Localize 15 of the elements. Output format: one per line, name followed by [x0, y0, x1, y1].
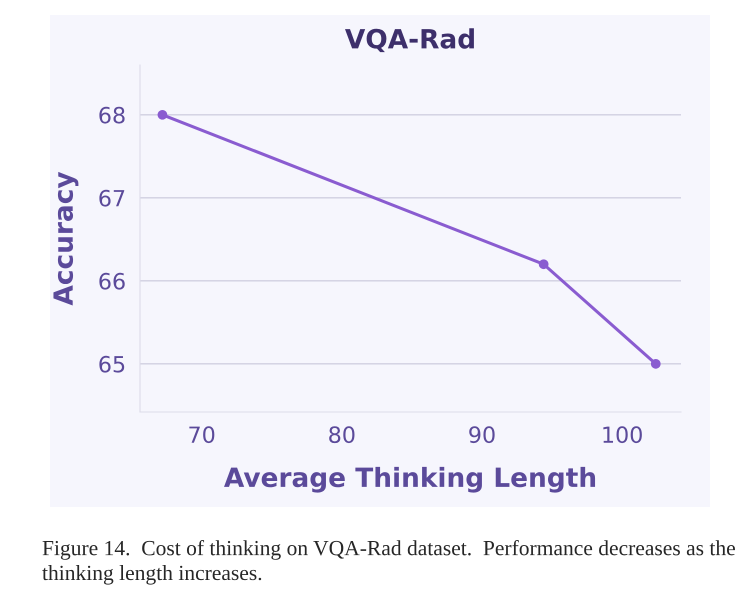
y-tick-label: 68	[99, 106, 125, 124]
y-tick-label: 67	[99, 190, 124, 207]
point	[650, 358, 661, 369]
point	[158, 110, 168, 120]
x-tick-label: 100	[603, 426, 642, 444]
x-axis-title: Average Thinking Length	[224, 466, 596, 493]
y-axis-title: Accuracy	[53, 172, 78, 306]
x-tick-label: 90	[469, 426, 495, 444]
y-tick-label: 66	[99, 272, 125, 290]
chart-title: VQA-Rad	[345, 28, 474, 52]
point	[538, 259, 549, 270]
y-tick-label: 65	[99, 356, 124, 373]
caption: Figure 14. Cost of thinking on VQA-Rad dataset. Performance decreases as the thinking length increases.	[42, 540, 735, 585]
x-tick-label: 80	[329, 426, 354, 444]
x-tick-label: 70	[189, 426, 214, 444]
